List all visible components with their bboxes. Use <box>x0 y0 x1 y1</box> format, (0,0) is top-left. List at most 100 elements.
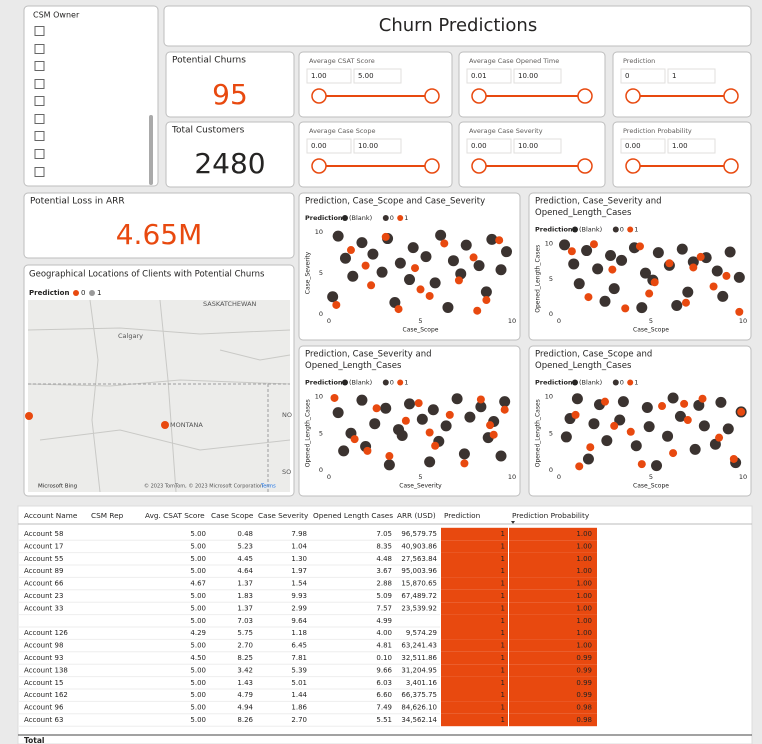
table-cell: 3.42 <box>237 666 253 674</box>
scatter-point <box>589 240 598 249</box>
slider-handle[interactable] <box>723 88 739 104</box>
y-axis-label: Opened_Length_Cases <box>535 245 542 313</box>
scatter-point <box>451 393 463 405</box>
max-input[interactable] <box>353 68 402 84</box>
y-tick-label: 0 <box>549 466 553 474</box>
min-input[interactable] <box>306 68 352 84</box>
column-header: Avg. CSAT Score <box>145 511 205 520</box>
scatter-point <box>559 239 571 251</box>
scatter-point <box>376 266 388 278</box>
checkbox[interactable] <box>34 149 45 159</box>
slider-handle[interactable] <box>625 158 641 174</box>
scatter-point <box>567 247 576 256</box>
scatter-point <box>407 242 419 254</box>
checkbox[interactable] <box>34 61 45 71</box>
table-cell: 1 <box>501 592 505 600</box>
legend-dot <box>382 379 389 386</box>
max-input[interactable] <box>353 138 402 154</box>
checkbox[interactable] <box>34 167 45 177</box>
min-input[interactable] <box>620 138 666 154</box>
slider-handle[interactable] <box>471 158 487 174</box>
table-cell: 2.88 <box>376 580 392 588</box>
table-cell: 1 <box>501 629 505 637</box>
min-input[interactable] <box>620 68 666 84</box>
table-cell: 1 <box>501 530 505 538</box>
x-axis-label: Case_Scope <box>403 327 439 334</box>
kpi-label: Total Customers <box>171 126 245 136</box>
checkbox[interactable] <box>34 26 45 36</box>
slider-handle[interactable] <box>471 88 487 104</box>
scatter-point <box>665 259 674 268</box>
table-cell: 95,003.96 <box>401 567 437 575</box>
scatter-point <box>601 397 609 406</box>
table-cell: 9.66 <box>376 666 392 674</box>
slider-handle[interactable] <box>625 88 641 104</box>
scatter-point <box>571 393 583 405</box>
scatter-point <box>669 449 678 458</box>
table-cell: Account 63 <box>24 716 63 724</box>
table-cell: 1.00 <box>576 642 592 650</box>
map-place: MONTANA <box>170 421 203 429</box>
scatter-point <box>332 407 344 419</box>
legend-label: 0 <box>620 379 624 387</box>
chart-title: Prediction, Case_Scope and Case_Severity <box>305 197 485 207</box>
x-tick-label: 10 <box>508 317 516 325</box>
table-cell: 4.45 <box>237 555 253 563</box>
scatter-point <box>683 416 692 425</box>
x-tick-label: 0 <box>327 317 331 325</box>
y-tick-label: 10 <box>315 393 323 401</box>
min-input[interactable] <box>466 138 512 154</box>
table-cell: Account 96 <box>24 704 64 712</box>
max-input[interactable] <box>513 68 562 84</box>
scatter-point <box>454 276 463 285</box>
checkbox[interactable] <box>34 114 45 124</box>
slicer-min: 1.00 <box>311 72 327 80</box>
slicer-max: 5.00 <box>358 72 374 80</box>
table-cell: Account 17 <box>24 542 63 550</box>
table-cell: 1.37 <box>237 580 253 588</box>
slider-handle[interactable] <box>424 158 440 174</box>
table-cell: 63,241.43 <box>401 642 437 650</box>
checkbox[interactable] <box>34 79 45 89</box>
slider-handle[interactable] <box>723 158 739 174</box>
scatter-point <box>383 459 395 471</box>
map-place: NO <box>282 411 292 419</box>
max-input[interactable] <box>667 138 716 154</box>
legend-dot <box>627 379 634 386</box>
min-input[interactable] <box>306 138 352 154</box>
scatter-point <box>350 435 359 444</box>
scatter-point <box>643 421 655 433</box>
scatter-point <box>367 248 379 260</box>
prediction-cell <box>441 565 508 578</box>
slider-handle[interactable] <box>424 88 440 104</box>
y-axis-label: Opened_Length_Cases <box>305 399 312 467</box>
table-cell: 4.94 <box>237 704 253 712</box>
checkbox[interactable] <box>34 96 45 106</box>
map-road <box>89 299 101 493</box>
checkbox[interactable] <box>34 44 45 54</box>
checkbox[interactable] <box>34 131 45 141</box>
legend-title: Prediction <box>535 226 573 234</box>
scatter-point <box>445 410 454 419</box>
slider-handle[interactable] <box>577 88 593 104</box>
slider-handle[interactable] <box>311 158 327 174</box>
slider-handle[interactable] <box>311 88 327 104</box>
min-input[interactable] <box>466 68 512 84</box>
column-header: Prediction Probability <box>512 511 590 520</box>
scatter-point <box>429 277 441 289</box>
slider-handle[interactable] <box>577 158 593 174</box>
table-cell: 4.29 <box>190 629 206 637</box>
prediction-cell <box>441 676 508 689</box>
table-cell: 5.09 <box>376 592 392 600</box>
legend-label: 1 <box>404 379 408 387</box>
scatter-point <box>404 274 416 286</box>
kpi-label: Potential Churns <box>172 56 246 66</box>
scatter-point <box>616 254 628 266</box>
chart-title: Opened_Length_Cases <box>535 208 632 218</box>
scatter-point <box>617 396 629 408</box>
scatter-point <box>709 282 718 291</box>
probability-cell <box>509 577 597 590</box>
max-input[interactable] <box>513 138 562 154</box>
scatter-point <box>696 252 705 261</box>
max-input[interactable] <box>667 68 716 84</box>
